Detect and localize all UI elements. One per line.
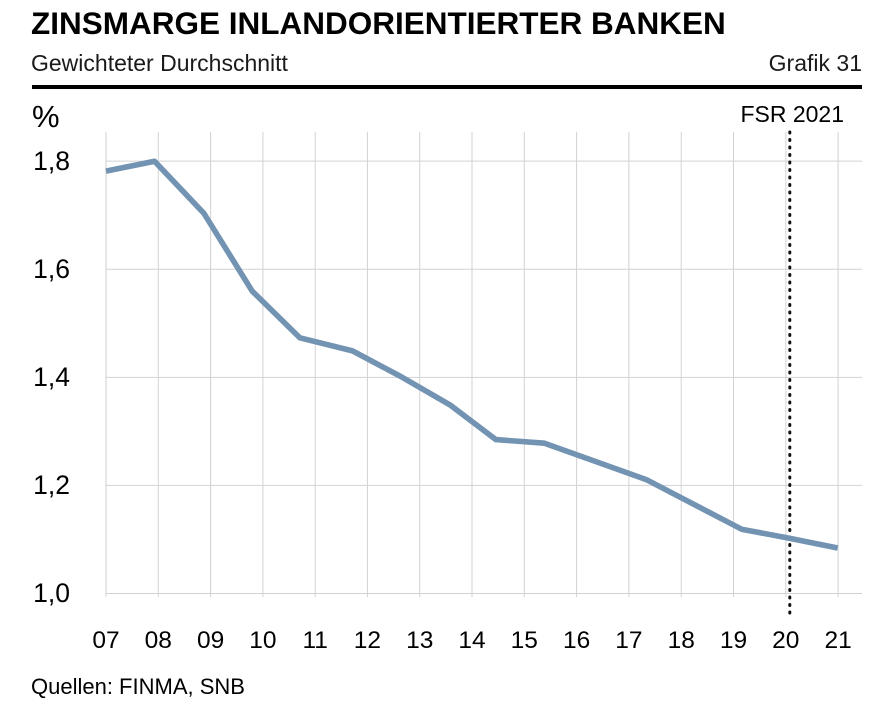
svg-text:15: 15	[511, 627, 538, 654]
svg-text:1,0: 1,0	[33, 578, 70, 608]
svg-text:09: 09	[197, 627, 224, 654]
svg-text:08: 08	[145, 627, 172, 654]
svg-text:1,4: 1,4	[33, 362, 70, 392]
svg-text:07: 07	[92, 627, 119, 654]
svg-text:17: 17	[615, 627, 642, 654]
svg-text:18: 18	[668, 627, 695, 654]
svg-text:12: 12	[354, 627, 381, 654]
svg-text:16: 16	[563, 627, 590, 654]
svg-text:14: 14	[458, 627, 485, 654]
svg-text:21: 21	[824, 627, 851, 654]
svg-text:1,2: 1,2	[33, 470, 70, 500]
svg-text:20: 20	[772, 627, 799, 654]
svg-text:11: 11	[302, 627, 327, 654]
svg-text:13: 13	[406, 627, 433, 654]
svg-text:19: 19	[720, 627, 747, 654]
svg-text:10: 10	[249, 627, 276, 654]
svg-text:1,6: 1,6	[33, 254, 70, 284]
svg-text:1,8: 1,8	[33, 146, 70, 176]
